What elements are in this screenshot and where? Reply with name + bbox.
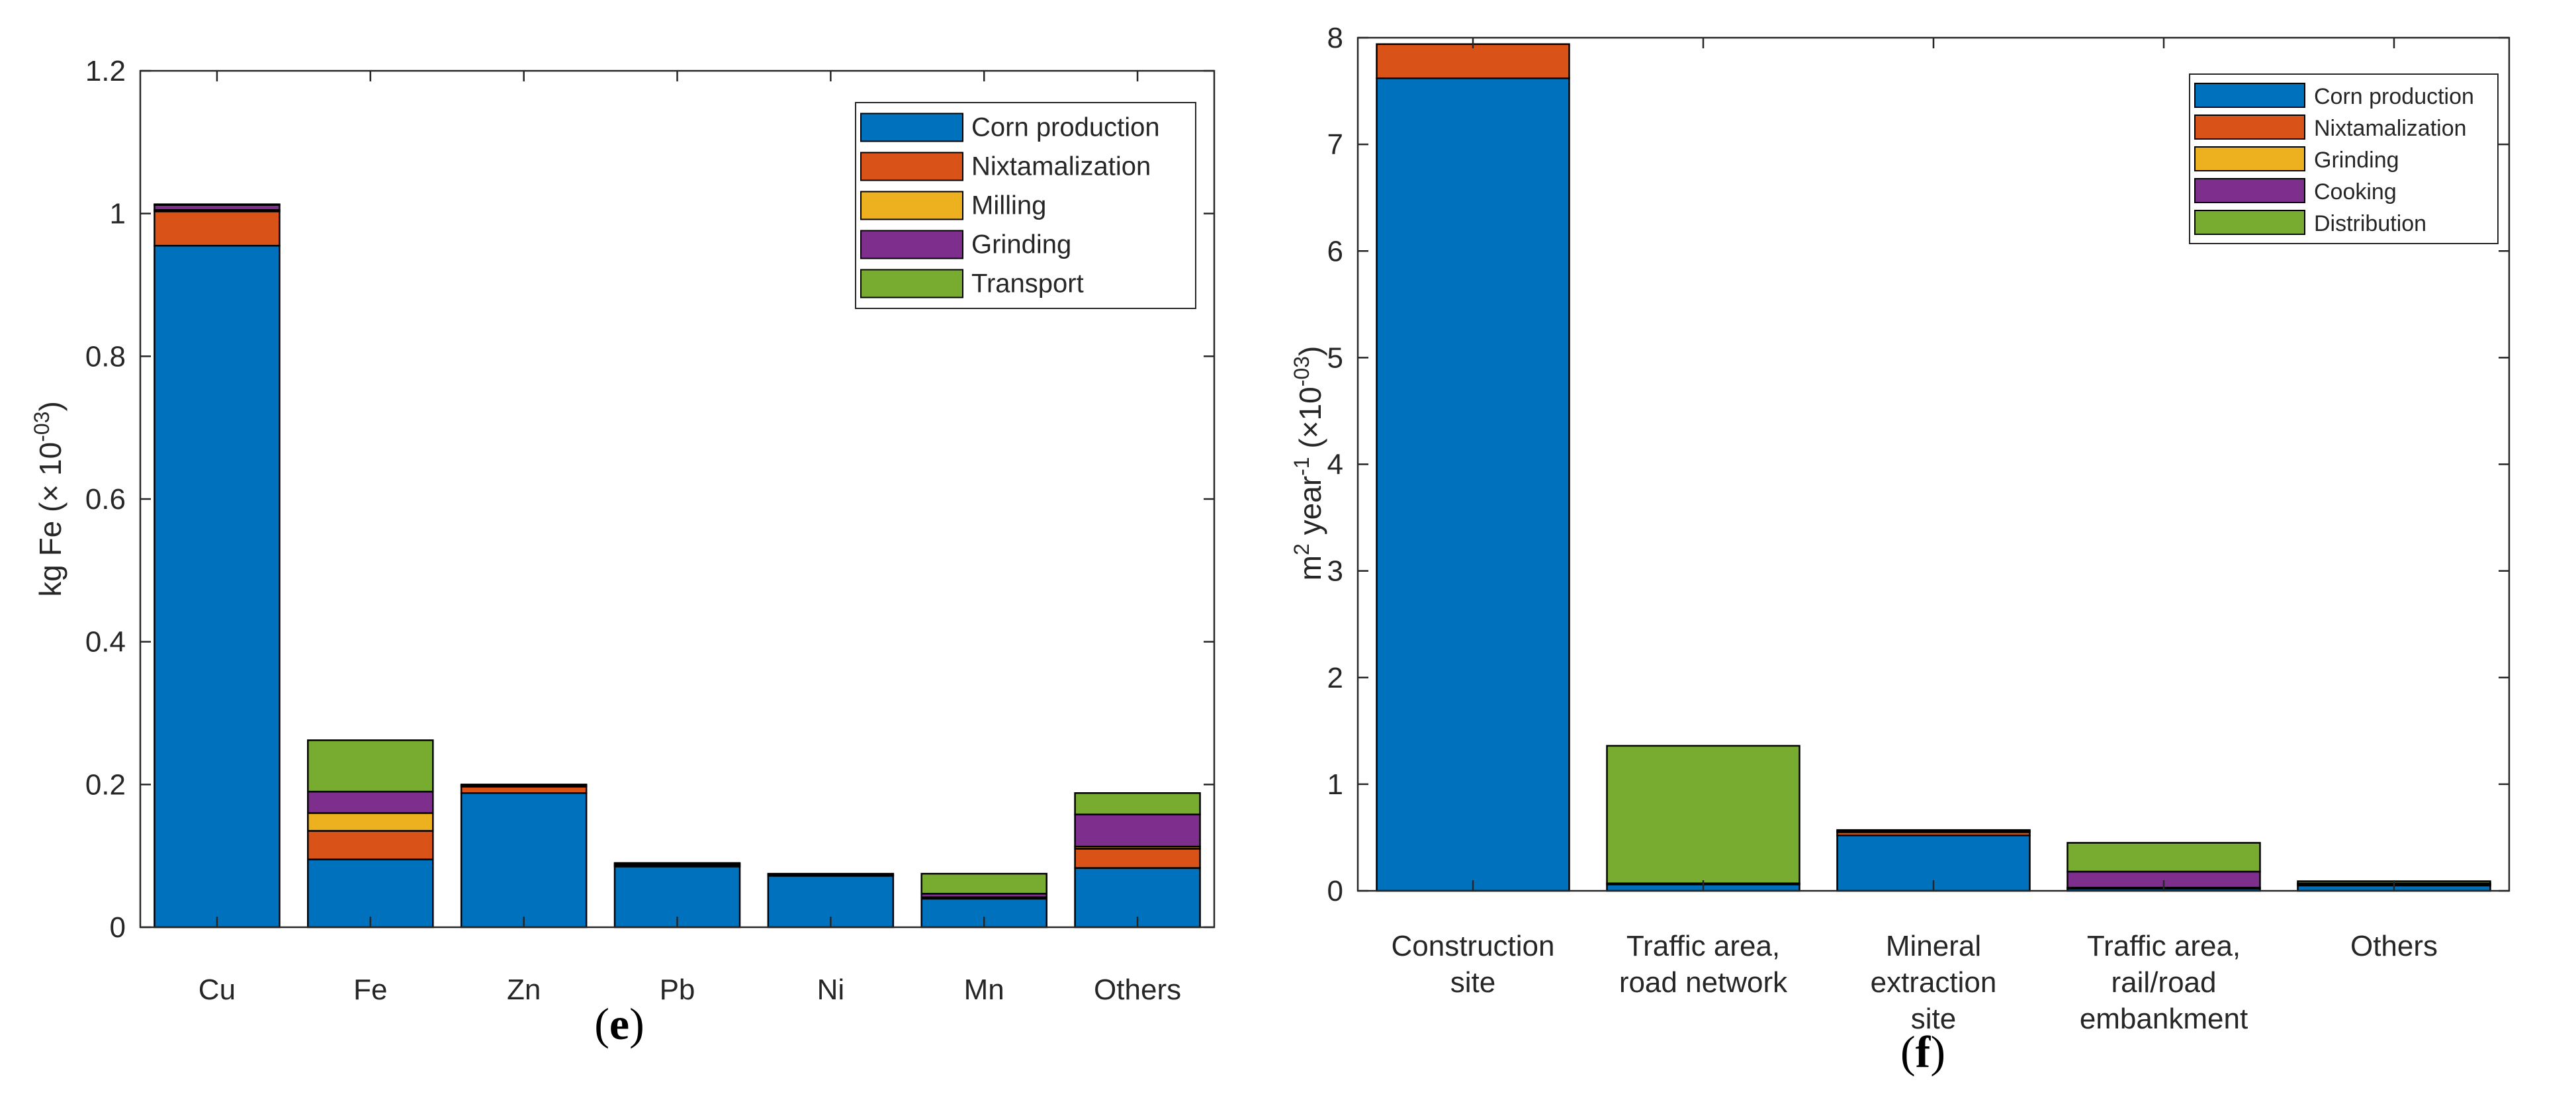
legend-label-f-2: Grinding bbox=[2314, 148, 2399, 173]
ytick-label-f-0: 0 bbox=[1327, 875, 1343, 907]
bar-e-0-1 bbox=[154, 210, 281, 247]
ytick-label-f-6: 6 bbox=[1327, 235, 1343, 267]
category-label-f-2: Mineral extraction site bbox=[1871, 930, 1997, 1035]
ytick-label-e-1: 0.2 bbox=[85, 768, 126, 801]
legend-label-f-0: Corn production bbox=[2314, 84, 2474, 109]
ytick-label-f-1: 1 bbox=[1327, 768, 1343, 801]
ytick-label-f-2: 2 bbox=[1327, 662, 1343, 694]
axes-group-e: 0 0.2 0.4 0.6 0.8 1 1.2 Cu Fe Zn Pb Ni Mn Others bbox=[85, 55, 1216, 1006]
legend-swatch-f-4 bbox=[2194, 210, 2305, 235]
bar-e-6-1 bbox=[1074, 848, 1201, 869]
bar-f-0-1 bbox=[1376, 43, 1570, 79]
legend-label-e-2: Milling bbox=[971, 191, 1046, 220]
legend-swatch-f-1 bbox=[2194, 114, 2305, 140]
bar-f-2-4 bbox=[1836, 829, 2031, 833]
category-label-e-0: Cu bbox=[199, 974, 236, 1006]
legend-swatch-f-0 bbox=[2194, 83, 2305, 108]
legend-swatch-e-2 bbox=[860, 191, 963, 220]
bar-e-1-2 bbox=[307, 812, 434, 832]
ytick-label-e-3: 0.6 bbox=[85, 483, 126, 516]
bar-e-2-0 bbox=[460, 792, 588, 929]
legend-label-e-3: Grinding bbox=[971, 230, 1071, 259]
axes-group-f: 0 1 2 3 4 5 6 7 8 Construction site Traffic area, ro… bbox=[1327, 22, 2510, 1035]
legend-label-e-0: Corn production bbox=[971, 113, 1160, 142]
ytick-label-f-4: 4 bbox=[1327, 449, 1343, 481]
bar-e-3-4 bbox=[613, 862, 741, 865]
ytick-label-e-6: 1.2 bbox=[85, 55, 126, 87]
category-label-e-1: Fe bbox=[353, 974, 387, 1006]
panel-label-e: (e) bbox=[594, 999, 644, 1049]
category-label-e-6: Others bbox=[1094, 974, 1181, 1006]
ytick-label-e-4: 0.8 bbox=[85, 340, 126, 373]
bar-e-1-4 bbox=[307, 739, 434, 793]
category-label-e-2: Zn bbox=[507, 974, 541, 1006]
bars-group-e bbox=[154, 203, 1201, 929]
legend-swatch-e-3 bbox=[860, 230, 963, 259]
category-label-f-0: Construction site bbox=[1391, 930, 1554, 999]
legend-label-f-4: Distribution bbox=[2314, 211, 2426, 236]
legend-e: Corn production Nixtamalization Milling Gri… bbox=[855, 102, 1196, 309]
legend-swatch-f-3 bbox=[2194, 178, 2305, 203]
chart-panel-f: 0 1 2 3 4 5 6 7 8 Construction site Traffic area, ro… bbox=[1290, 22, 2510, 1077]
category-label-e-5: Mn bbox=[964, 974, 1004, 1006]
bar-e-0-0 bbox=[154, 244, 281, 929]
ytick-label-e-2: 0.4 bbox=[85, 626, 126, 659]
y-axis-label-e: kg Fe (× 10-03) bbox=[30, 401, 67, 597]
bar-e-1-0 bbox=[307, 858, 434, 929]
bars-group-f bbox=[1376, 43, 2491, 892]
legend-swatch-e-1 bbox=[860, 152, 963, 181]
legend-swatch-e-0 bbox=[860, 113, 963, 142]
ytick-label-e-0: 0 bbox=[110, 911, 126, 944]
legend-label-f-3: Cooking bbox=[2314, 179, 2397, 205]
category-label-e-3: Pb bbox=[660, 974, 695, 1006]
bar-e-6-3 bbox=[1074, 813, 1201, 848]
bar-e-1-3 bbox=[307, 790, 434, 814]
bar-e-5-4 bbox=[920, 872, 1047, 895]
ytick-label-e-5: 1 bbox=[110, 198, 126, 230]
chart-panel-e: 0 0.2 0.4 0.6 0.8 1 1.2 Cu Fe Zn Pb Ni Mn Others kg F… bbox=[30, 55, 1216, 1049]
panel-label-f: (f) bbox=[1900, 1026, 1945, 1077]
bar-f-3-4 bbox=[2066, 842, 2261, 873]
category-label-f-3: Traffic area, rail/road embankment bbox=[2080, 930, 2248, 1035]
bar-f-0-0 bbox=[1376, 77, 1570, 892]
y-axis-label-f: m2 year-1 (×10-03) bbox=[1290, 346, 1327, 581]
ytick-label-f-3: 3 bbox=[1327, 555, 1343, 588]
legend-label-e-4: Transport bbox=[971, 269, 1084, 298]
bar-e-6-4 bbox=[1074, 792, 1201, 815]
legend-label-e-1: Nixtamalization bbox=[971, 152, 1151, 181]
bar-e-2-1 bbox=[460, 786, 588, 794]
ytick-label-f-5: 5 bbox=[1327, 342, 1343, 374]
legend-swatch-e-4 bbox=[860, 269, 963, 298]
bar-f-1-4 bbox=[1606, 745, 1800, 884]
bar-e-1-1 bbox=[307, 830, 434, 860]
ytick-label-f-7: 7 bbox=[1327, 128, 1343, 161]
category-label-f-1: Traffic area, road network bbox=[1619, 930, 1788, 999]
legend-f: Corn production Nixtamalization Grinding Co… bbox=[2189, 73, 2499, 244]
legend-swatch-f-2 bbox=[2194, 146, 2305, 171]
legend-label-f-1: Nixtamalization bbox=[2314, 116, 2467, 141]
bar-e-2-4 bbox=[460, 784, 588, 786]
category-label-e-4: Ni bbox=[817, 974, 845, 1006]
ytick-label-f-8: 8 bbox=[1327, 22, 1343, 54]
category-label-f-4: Others bbox=[2350, 930, 2438, 962]
